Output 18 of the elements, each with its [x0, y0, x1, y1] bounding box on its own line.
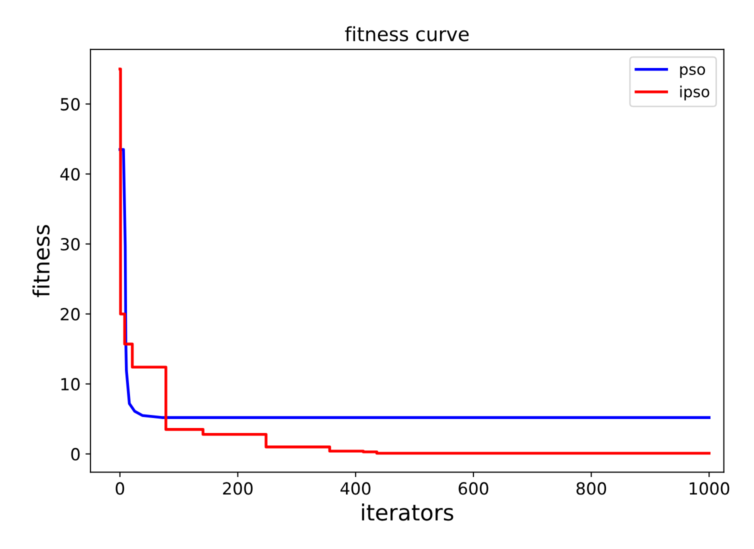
x-tick-label: 1000	[690, 482, 730, 495]
y-tick-label: 20	[60, 308, 80, 321]
legend-label: pso	[680, 66, 706, 78]
y-tick-label: 0	[71, 448, 80, 461]
y-tick-label: 50	[60, 98, 80, 111]
y-axis-title: fitness	[32, 225, 50, 298]
y-tick-label: 10	[61, 378, 80, 391]
x-tick-label: 600	[458, 482, 488, 495]
line-series	[118, 148, 710, 419]
y-tick-label: 40	[60, 168, 80, 181]
legend-label: ipso	[680, 86, 710, 100]
chart-title: fitness curve	[345, 26, 469, 42]
x-tick-label: 400	[340, 482, 370, 495]
x-tick-label: 200	[223, 482, 253, 495]
x-tick-label: 800	[576, 482, 606, 495]
y-tick-label: 30	[60, 238, 80, 251]
x-axis-title: iterators	[362, 504, 454, 521]
x-tick-label: 0	[116, 482, 124, 495]
